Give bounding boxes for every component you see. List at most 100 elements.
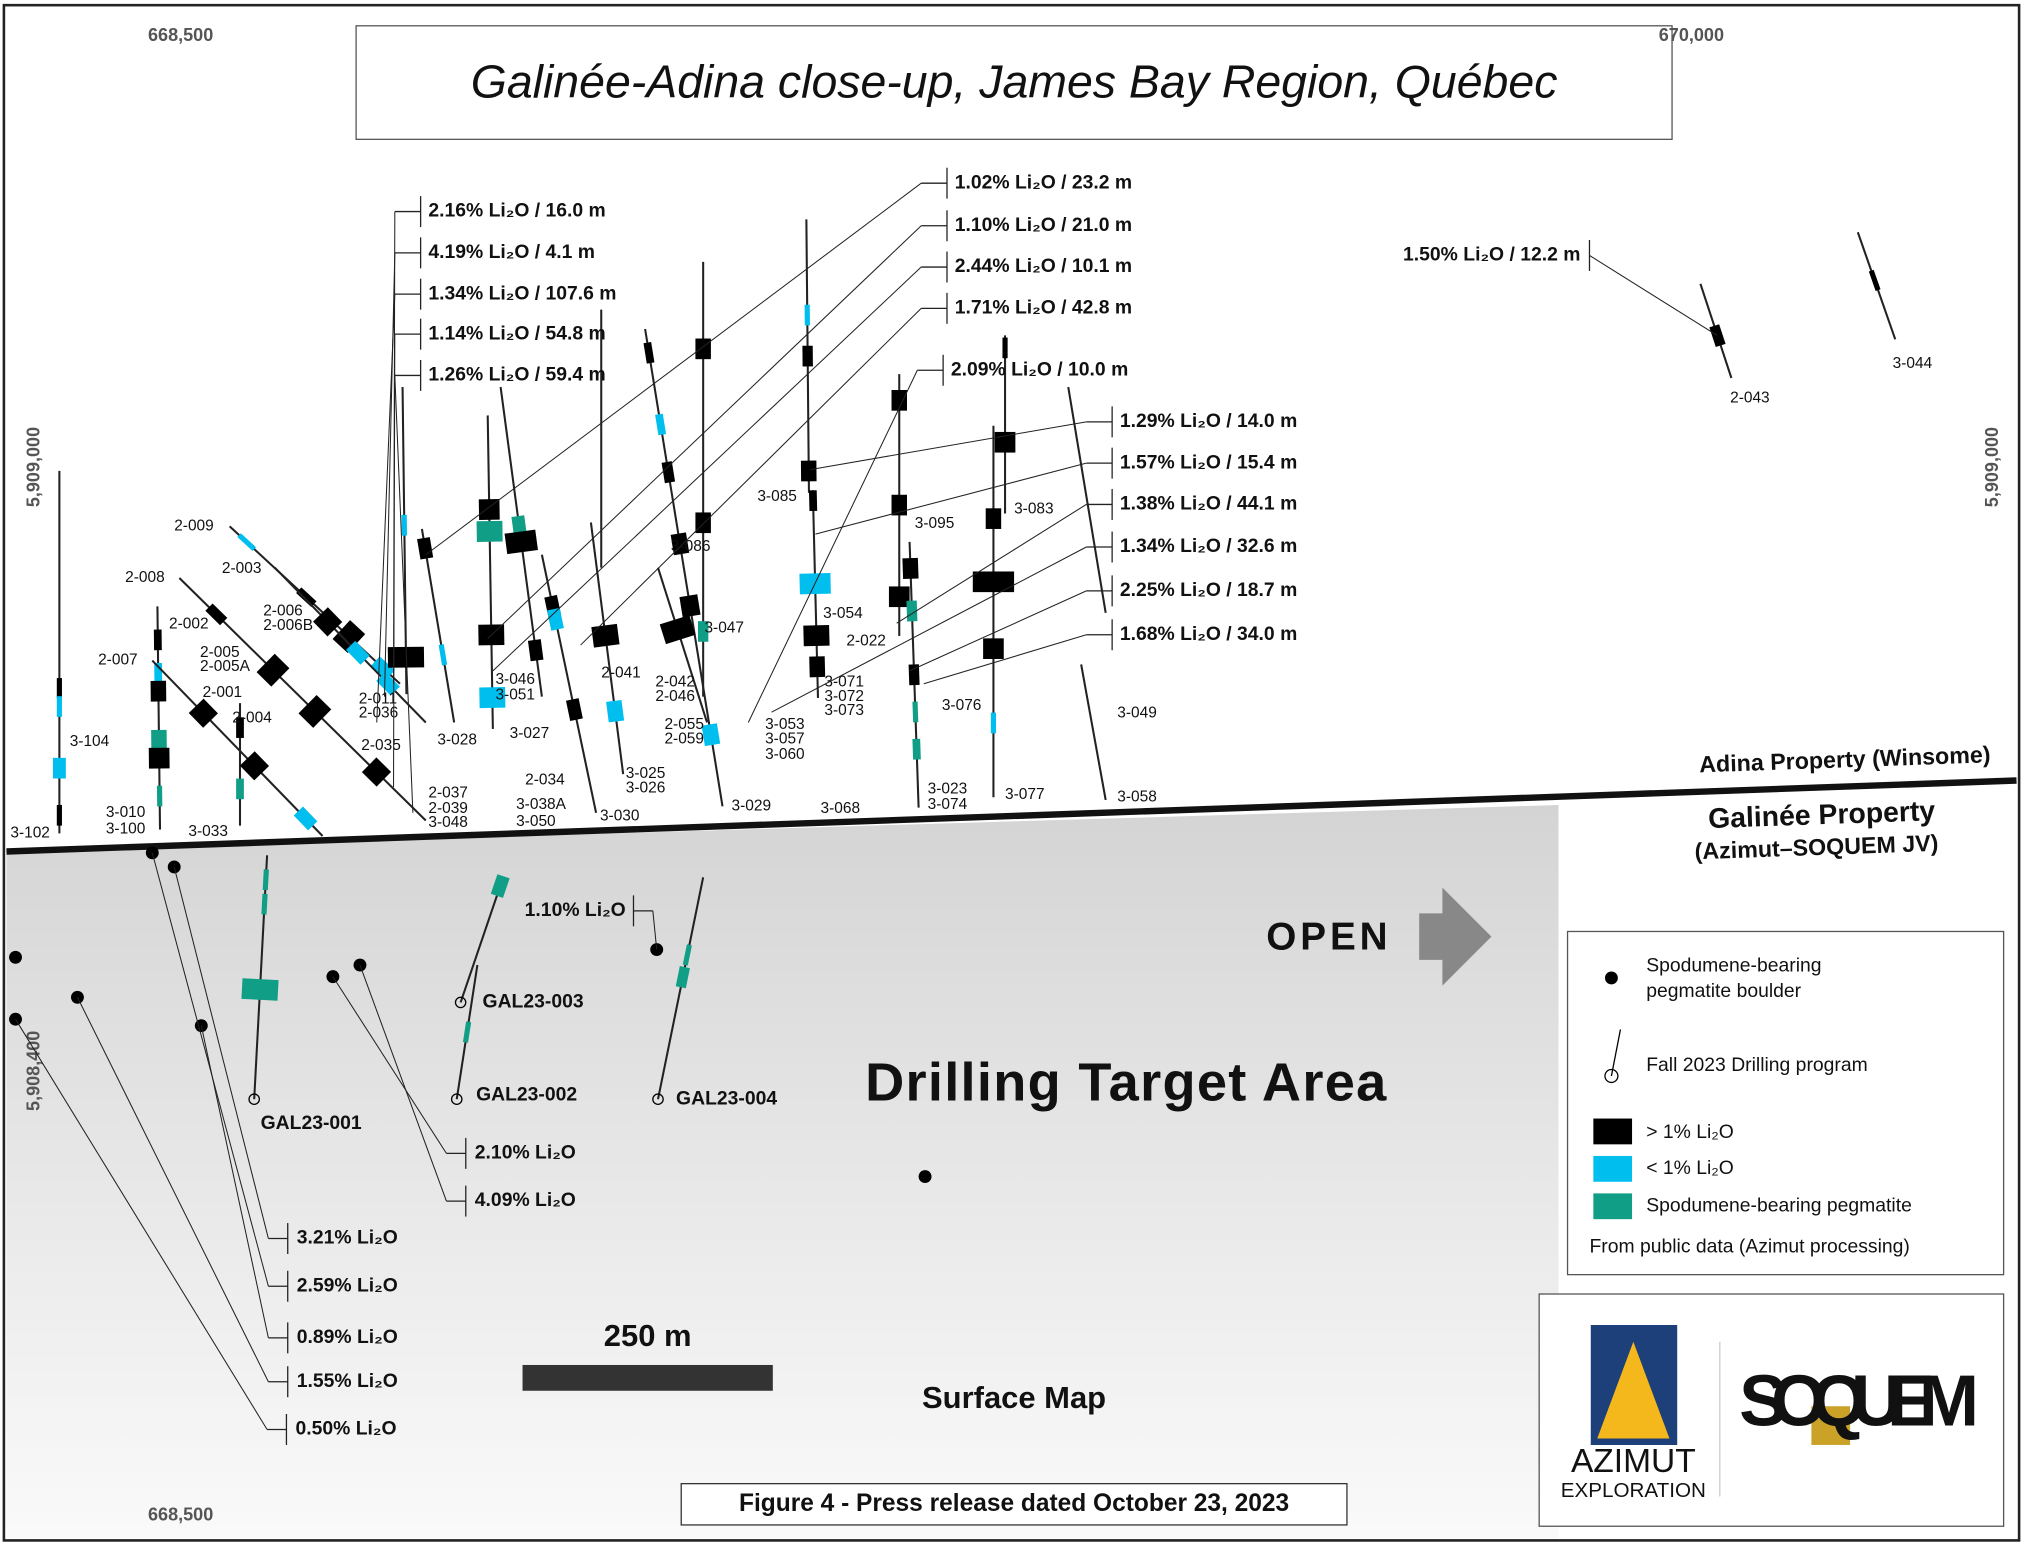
intercept-label: 2.44% Li₂O / 10.1 m [955,255,1132,277]
interval [889,586,910,607]
legend-text: Fall 2023 Drilling program [1646,1054,1867,1076]
hole-label: 3-057 [765,730,805,747]
hole-label: 3-023 [928,781,968,798]
interval [809,656,825,677]
hole-label: 2-004 [232,710,272,727]
interval [402,515,407,536]
hole-label: 2-006B [263,617,313,634]
hole-label: 2-043 [1730,390,1770,407]
hole-label: 3-073 [824,702,864,719]
hole-label: 2-002 [169,616,209,633]
boulder-grade-label: 4.09% Li₂O [475,1189,576,1211]
interval [528,639,544,661]
interval [973,571,1014,592]
hole-label: 3-050 [516,813,556,830]
hole-label: 3-033 [188,823,228,840]
interval [802,346,813,367]
boulder-grade-label: 0.89% Li₂O [297,1326,398,1348]
hole-label: 3-030 [600,808,640,825]
hole-label: 3-027 [510,725,550,742]
caption: Figure 4 - Press release dated October 2… [739,1490,1289,1517]
intercept-label: 2.16% Li₂O / 16.0 m [428,200,605,222]
interval [986,508,1001,529]
boulder-grade-label: 3.21% Li₂O [297,1227,398,1249]
galinee-hole-label: GAL23-003 [483,991,584,1013]
interval [149,748,170,769]
hole-label: 2-034 [525,772,565,789]
hole-label: 2-022 [846,632,886,649]
hole-label: 3-058 [1117,788,1157,805]
intercept-label: 2.25% Li₂O / 18.7 m [1120,579,1297,601]
interval [679,594,700,617]
hole-label: 3-104 [70,733,110,750]
hole-label: 3-046 [495,671,535,688]
hole-label: 3-102 [10,825,50,842]
hole-label: 2-001 [203,684,243,701]
interval [803,625,829,646]
interval [236,779,244,800]
interval [801,461,817,482]
azimut-logo-sub: EXPLORATION [1561,1479,1706,1502]
interval [477,521,503,542]
page: { "title": "Galinée-Adina close-up, Jame… [0,0,2023,1543]
legend-boulder-symbol [1605,971,1618,984]
interval [154,629,162,650]
easting-label: 668,500 [148,1505,213,1525]
hole-label: 3-085 [757,488,797,505]
hole-label: 2-007 [98,652,138,669]
interval [263,869,269,890]
hole-label: 2-041 [601,665,641,682]
intercept-label: 1.14% Li₂O / 54.8 m [428,322,605,344]
hole-label: 3-054 [823,605,863,622]
hole-label: 3-077 [1005,786,1045,803]
hole-label: 3-048 [428,814,468,831]
intercept-label: 1.38% Li₂O / 44.1 m [1120,493,1297,515]
interval [157,786,162,807]
hole-label: 3-100 [106,821,146,838]
hole-label: 2-037 [428,785,468,802]
boulder [9,951,22,964]
interval [241,978,278,1001]
map: Galinée-Adina close-up, James Bay Region… [0,0,2023,1543]
interval [606,700,624,722]
interval [57,696,62,717]
easting-label: 668,500 [148,25,213,45]
intercept-label: 1.34% Li₂O / 107.6 m [428,282,616,304]
intercept-label: 1.34% Li₂O / 32.6 m [1120,535,1297,557]
scale-bar [523,1365,773,1391]
hole-label: 3-026 [626,779,666,796]
hole-label: 3-074 [928,796,968,813]
scale-label: 250 m [604,1318,692,1353]
northing-label: 5,909,000 [1982,427,2002,507]
interval [591,624,619,648]
legend-text: > 1% Li₂O [1646,1121,1734,1143]
azimut-logo-text: AZIMUT [1571,1443,1696,1480]
interval [912,702,918,723]
hole-label: 3-049 [1117,705,1157,722]
galinee-hole-label: GAL23-002 [476,1083,577,1105]
hole-label: 2-005A [200,658,251,675]
legend-text: pegmatite boulder [1646,980,1801,1002]
interval [151,730,167,751]
open-label: OPEN [1266,915,1391,958]
hole-label: 3-051 [495,686,535,703]
interval [57,678,62,699]
intercept-label: 1.68% Li₂O / 34.0 m [1120,623,1297,645]
legend-text: < 1% Li₂O [1646,1157,1734,1179]
hole-label: 3-044 [1893,355,1933,372]
boulder-grade-label: 2.10% Li₂O [475,1141,576,1163]
legend-high-swatch [1593,1119,1632,1145]
boulder-grade-label: 0.50% Li₂O [295,1418,396,1440]
intercept-label: 2.09% Li₂O / 10.0 m [951,358,1128,380]
galinee-hole-label: GAL23-004 [676,1087,777,1109]
interval [991,713,996,734]
intercept-label: 1.26% Li₂O / 59.4 m [428,364,605,386]
hole-label: 2-059 [664,730,704,747]
hole-label: 3-010 [106,804,146,821]
hole-label: 3-047 [704,619,744,636]
boulder [919,1170,932,1183]
hole-label: 3-029 [732,797,772,814]
easting-label: 670,000 [1659,25,1724,45]
hole-label: 3-095 [915,515,955,532]
interval [57,805,62,826]
